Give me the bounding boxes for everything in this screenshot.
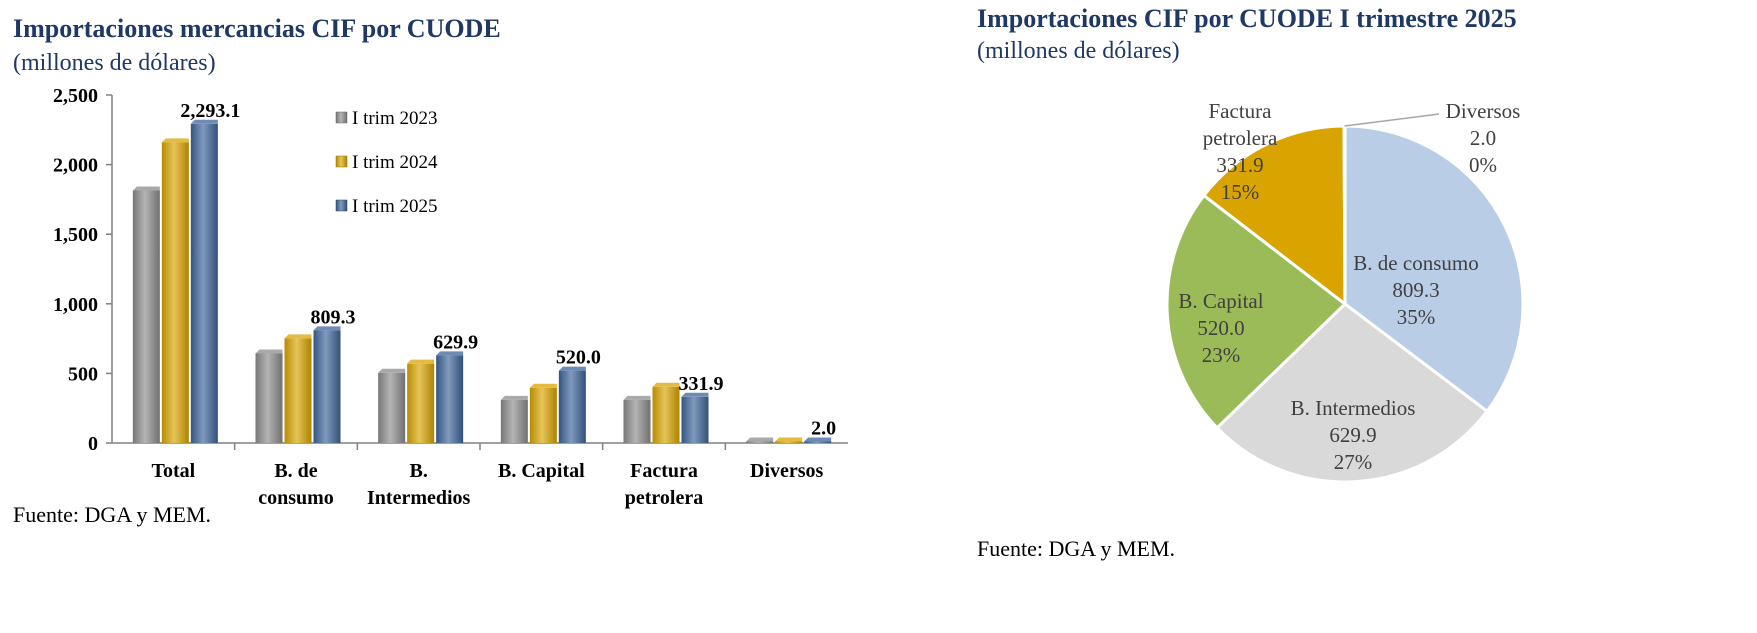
bar (652, 386, 680, 443)
legend-swatch (335, 199, 348, 212)
pie-slice-label: B. de consumo 809.3 35% (1353, 251, 1478, 329)
category-label: B. de consumo (258, 460, 334, 509)
bar-top (652, 382, 680, 387)
bar (161, 142, 189, 443)
pie-chart-title: Importaciones CIF por CUODE I trimestre … (977, 4, 1517, 33)
bar (436, 355, 464, 443)
category-label: Factura petrolera (625, 460, 704, 509)
bar-top (804, 437, 832, 442)
bar-top (161, 138, 189, 143)
bar (255, 353, 283, 443)
data-label: 2.0 (811, 418, 836, 440)
pie-slice (1343, 124, 1525, 414)
bar-top (681, 392, 709, 397)
data-label: 520.0 (556, 347, 601, 369)
data-label: 331.9 (679, 373, 724, 395)
y-tick-label: 1,500 (53, 224, 98, 246)
bar-top (529, 383, 557, 388)
bar (623, 399, 651, 443)
bar (804, 441, 832, 443)
bar-chart-source: Fuente: DGA y MEM. (13, 502, 211, 527)
bar-top (132, 186, 160, 191)
bar-top (313, 326, 341, 331)
bar (190, 123, 218, 443)
pie-slice (1201, 124, 1347, 308)
y-tick-label: 0 (88, 433, 98, 455)
bar-chart-subtitle: (millones de dólares) (13, 50, 216, 76)
data-label: 809.3 (311, 306, 356, 328)
bar-top (558, 366, 586, 371)
legend-label: I trim 2023 (352, 108, 438, 129)
bar (313, 330, 341, 443)
bar-top (746, 437, 774, 442)
bar-top (775, 437, 803, 442)
pie-slice-label: Diversos 2.0 0% (1446, 99, 1521, 177)
pie-chart-subtitle: (millones de dólares) (977, 38, 1180, 64)
category-label: B. Capital (498, 460, 585, 482)
y-tick-label: 1,000 (53, 294, 98, 316)
bar (558, 370, 586, 443)
data-label: 629.9 (433, 331, 478, 353)
category-label: Diversos (750, 460, 824, 482)
bar (529, 387, 557, 443)
bar-top (623, 395, 651, 400)
pie-chart: B. de consumo 809.3 35% B. Intermedios 629.9… (1165, 99, 1525, 484)
bar-top (255, 349, 283, 354)
legend-label: I trim 2024 (352, 152, 438, 173)
category-label: Total (151, 460, 195, 482)
bar (746, 441, 774, 443)
category-label: B. Intermedios (367, 460, 471, 509)
bar-top (436, 351, 464, 356)
bar-top (284, 334, 312, 339)
legend-swatch (335, 111, 348, 124)
bar-top (190, 119, 218, 124)
y-tick-label: 2,000 (53, 155, 98, 177)
pie-slice (1214, 302, 1490, 484)
pie-chart-source: Fuente: DGA y MEM. (977, 536, 1175, 561)
bar (132, 190, 160, 443)
legend-label: I trim 2025 (352, 196, 438, 217)
bar-top (500, 395, 528, 400)
pie-slice-label: B. Intermedios 629.9 27% (1291, 396, 1416, 474)
pie-slice (1342, 124, 1347, 305)
y-tick-label: 500 (68, 363, 98, 385)
pie-slice-label: Factura petrolera 331.9 15% (1203, 99, 1278, 204)
bar (775, 441, 803, 443)
pie-slice-label: B. Capital 520.0 23% (1178, 289, 1263, 367)
leader-line (1344, 113, 1440, 127)
pie-slice (1165, 193, 1348, 430)
bar (500, 399, 528, 443)
bar (681, 396, 709, 443)
bar-top (407, 359, 435, 364)
bar (407, 363, 435, 443)
data-label: 2,293.1 (180, 100, 240, 122)
bar-chart: 0 500 1,000 1,500 2,000 2,500 2,293.1 Total 809.… (53, 85, 848, 509)
bar-top (378, 368, 406, 373)
bar (378, 372, 406, 443)
y-tick-label: 2,500 (53, 85, 98, 107)
bar-chart-title: Importaciones mercancias CIF por CUODE (13, 14, 501, 43)
legend-swatch (335, 155, 348, 168)
bar (284, 338, 312, 443)
